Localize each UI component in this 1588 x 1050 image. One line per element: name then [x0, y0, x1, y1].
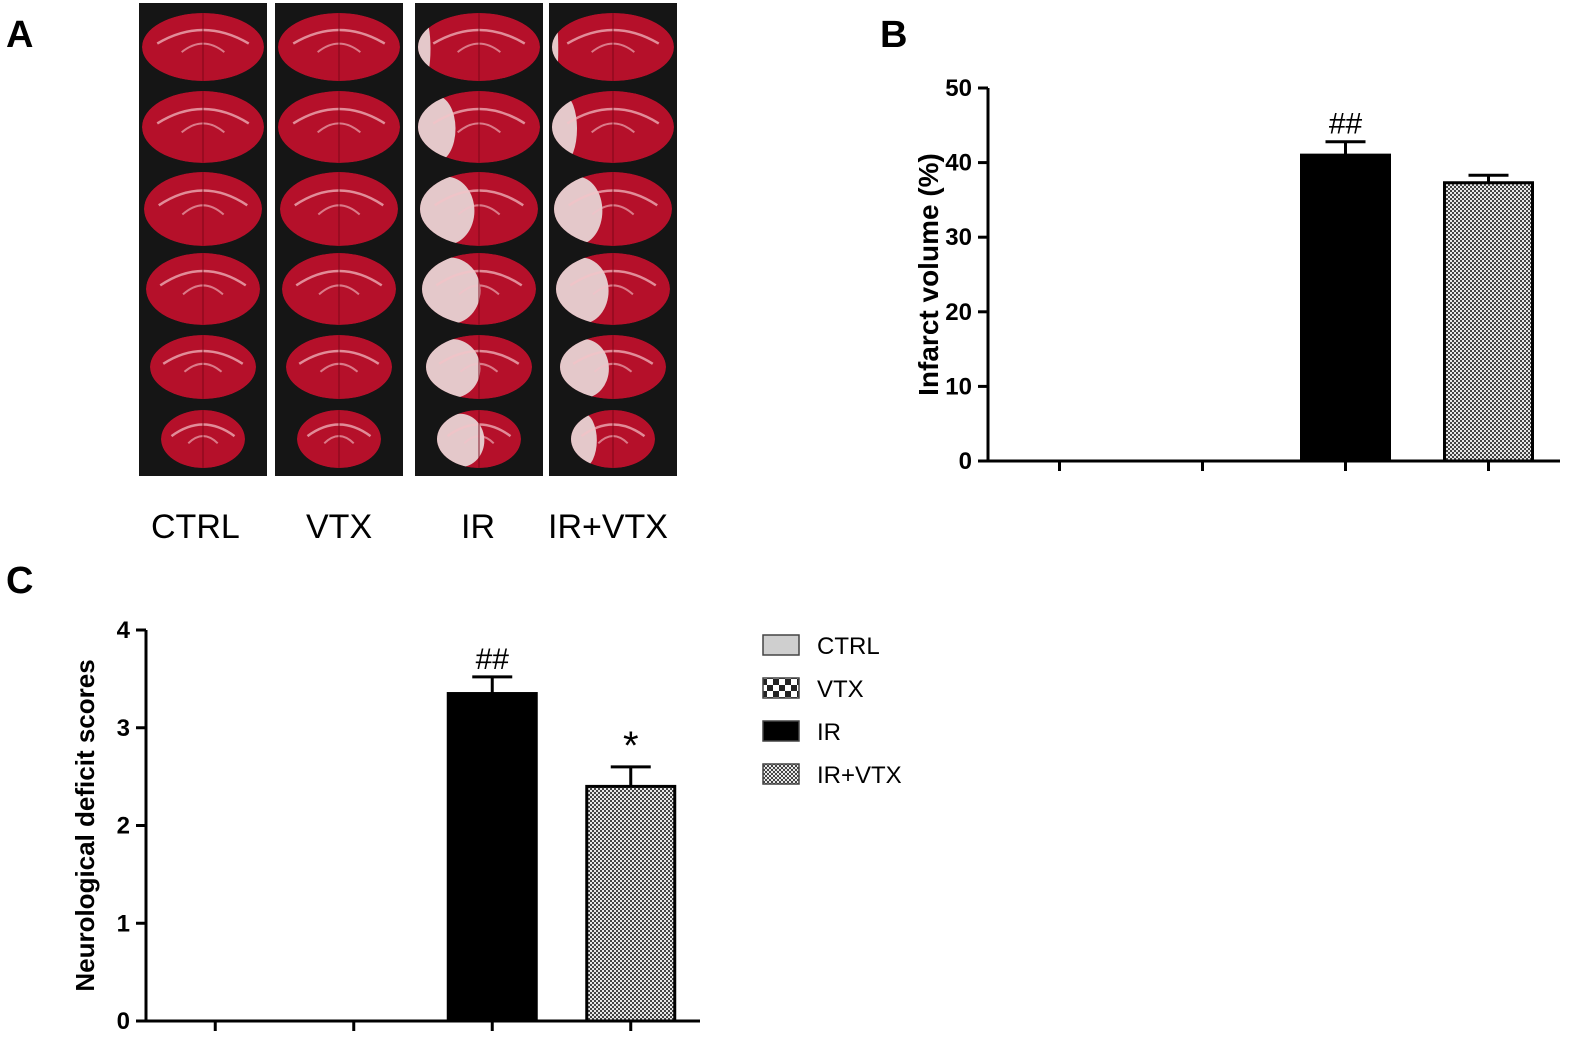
brain-slice	[280, 172, 398, 246]
brain-slice	[420, 172, 538, 246]
panel-letter-c: C	[6, 560, 34, 602]
legend-swatch	[762, 677, 800, 699]
significance-marker: ##	[1329, 108, 1363, 141]
legend-item-ctrl: CTRL	[762, 633, 880, 660]
brain-slice	[426, 335, 532, 399]
brain-slice	[142, 91, 264, 163]
legend-item-ir: IR	[762, 719, 841, 746]
brain-slice	[146, 253, 260, 325]
y-tick-label: 1	[117, 910, 130, 937]
legend-label: IR	[817, 719, 841, 746]
infarct-region	[418, 95, 456, 162]
legend-swatch	[762, 763, 800, 785]
strip-caption-ir-vtx: IR+VTX	[548, 508, 668, 546]
brain-slice	[418, 91, 540, 163]
brain-slice	[571, 410, 655, 468]
brain-slice	[142, 13, 264, 81]
infarct-region	[426, 339, 481, 399]
bar-ir	[1300, 153, 1391, 463]
legend-label: CTRL	[817, 633, 880, 660]
legend-label: VTX	[817, 676, 864, 703]
y-tick-label: 3	[117, 715, 130, 742]
brain-slice	[144, 172, 262, 246]
bar-ir-vtx	[1443, 181, 1534, 463]
significance-marker: ##	[476, 643, 510, 676]
brain-slice	[560, 335, 666, 399]
y-tick-label: 4	[117, 617, 131, 644]
brain-slice	[278, 91, 400, 163]
y-axis-label: Infarct volume (%)	[913, 153, 944, 396]
bar-ir	[446, 692, 538, 1023]
strip-caption-ctrl: CTRL	[151, 508, 240, 546]
brain-slice	[556, 253, 670, 325]
brain-strip-ctrl	[139, 3, 267, 476]
panel-letter-b: B	[880, 14, 908, 56]
legend-swatch	[762, 720, 800, 742]
brain-strip-vtx	[275, 3, 403, 476]
y-tick-label: 0	[117, 1008, 130, 1035]
strip-caption-ir: IR	[461, 508, 495, 546]
legend-item-vtx: VTX	[762, 676, 864, 703]
brain-slice-strips	[139, 3, 677, 476]
brain-slice	[150, 335, 256, 399]
y-tick-label: 20	[945, 299, 972, 326]
infarct-region	[422, 257, 481, 324]
legend-label: IR+VTX	[817, 762, 902, 789]
brain-slice	[552, 91, 674, 163]
brain-strip-ir-vtx	[549, 3, 677, 476]
brain-slice	[286, 335, 392, 399]
infarct-region	[437, 413, 485, 468]
infarct-volume-chart: Infarct volume (%) 0 10 20 30 40 50 ##	[913, 75, 1560, 475]
brain-slice	[437, 410, 521, 468]
y-tick-label: 2	[117, 813, 130, 840]
brain-slice	[161, 410, 245, 468]
y-tick-label: 30	[945, 224, 972, 251]
legend-swatch	[762, 634, 800, 656]
bar-ir-vtx	[585, 784, 677, 1023]
y-tick-label: 40	[945, 150, 972, 177]
legend-item-ir-vtx: IR+VTX	[762, 762, 902, 789]
panel-letter-a: A	[6, 14, 34, 56]
brain-slice	[297, 410, 381, 468]
neurological-score-chart: Neurological deficit scores 0 1 2 3 4 ## *	[70, 617, 700, 1035]
y-tick-label: 10	[945, 373, 972, 400]
infarct-region	[571, 413, 597, 468]
y-axis-label: Neurological deficit scores	[70, 659, 100, 991]
brain-slice	[418, 13, 540, 81]
brain-strip-ir	[415, 3, 543, 476]
legend: CTRL VTX IR IR+VTX	[762, 633, 902, 789]
y-tick-label: 0	[959, 448, 972, 475]
brain-slice	[552, 13, 674, 81]
brain-slice	[422, 253, 536, 325]
strip-caption-vtx: VTX	[306, 508, 373, 546]
brain-slice	[282, 253, 396, 325]
brain-slice	[554, 172, 672, 246]
brain-slice	[278, 13, 400, 81]
y-tick-label: 50	[945, 75, 972, 102]
significance-marker: *	[623, 724, 639, 768]
